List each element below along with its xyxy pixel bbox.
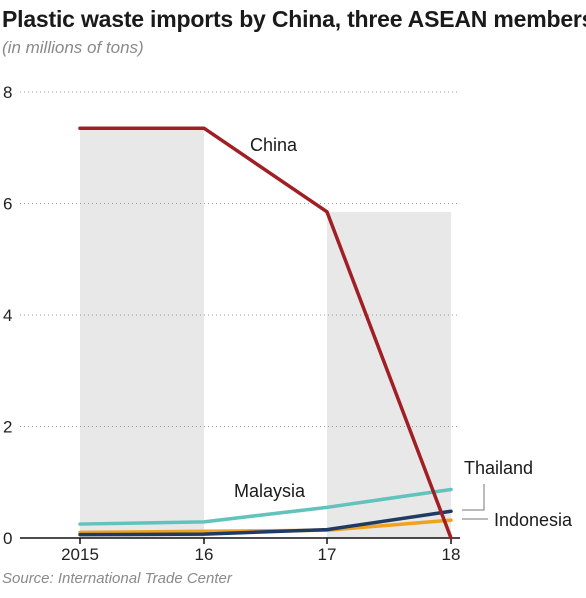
chart-title: Plastic waste imports by China, three AS… xyxy=(2,6,586,32)
series-label-indonesia: Indonesia xyxy=(494,510,573,530)
source-note: Source: International Trade Center xyxy=(2,570,232,587)
y-tick-label-8: 8 xyxy=(3,83,12,102)
y-tick-label-0: 0 xyxy=(3,529,12,548)
y-tick-label-4: 4 xyxy=(3,306,12,325)
x-tick-label-2018: 18 xyxy=(442,545,461,564)
x-tick-label-2015: 2015 xyxy=(61,545,99,564)
series-line-malaysia xyxy=(78,487,453,526)
series-label-china: China xyxy=(250,135,298,155)
thailand-leader-line xyxy=(462,484,485,511)
x-tick-label-2016: 16 xyxy=(195,545,214,564)
series-label-malaysia: Malaysia xyxy=(234,481,306,501)
x-tick-label-2017: 17 xyxy=(318,545,337,564)
series-line-china xyxy=(78,126,453,540)
y-tick-label-2: 2 xyxy=(3,418,12,437)
series-label-thailand: Thailand xyxy=(464,458,533,478)
chart-subtitle: (in millions of tons) xyxy=(2,38,144,57)
y-tick-label-6: 6 xyxy=(3,195,12,214)
shaded-band-0 xyxy=(80,128,204,539)
series-line-thailand xyxy=(78,509,453,537)
